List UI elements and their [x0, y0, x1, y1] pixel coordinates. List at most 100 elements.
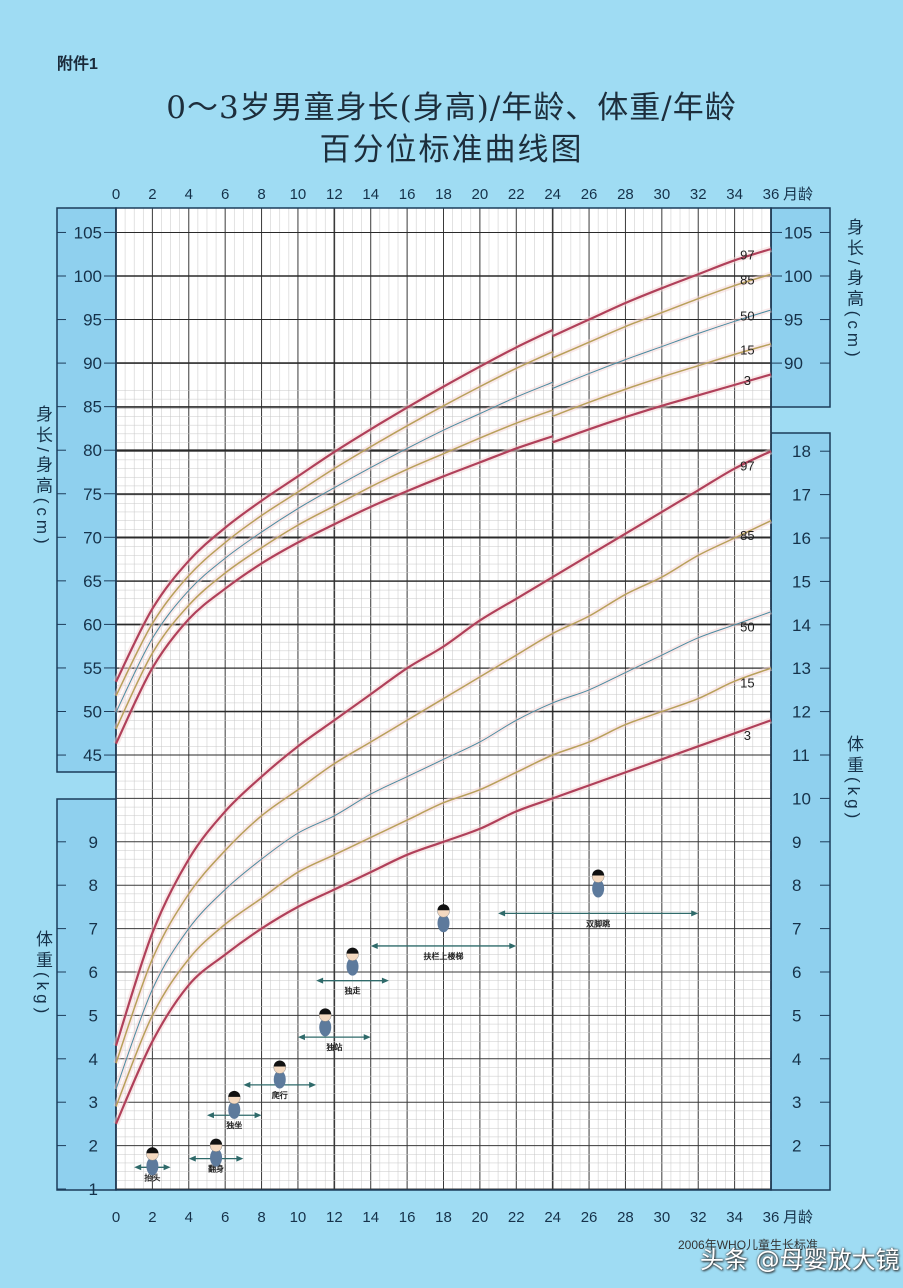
x-tick-bottom: 4 — [185, 1209, 193, 1226]
arrow-left-icon — [243, 1081, 251, 1088]
x-tick-bottom: 16 — [399, 1209, 416, 1226]
baby-figure-icon — [346, 947, 359, 976]
x-tick-bottom: 36 — [763, 1209, 780, 1226]
baby-figure-icon — [273, 1060, 286, 1089]
x-tick-bottom: 10 — [290, 1209, 307, 1226]
x-tick-bottom: 26 — [581, 1209, 598, 1226]
x-tick-top: 12 — [326, 186, 343, 203]
weight-tick-right: 10 — [792, 789, 811, 808]
weight-tick-right: 13 — [792, 659, 811, 678]
length-tick-left: 80 — [83, 441, 102, 460]
baby-figure-icon — [146, 1147, 159, 1176]
length-tick-right: 90 — [784, 354, 803, 373]
percentile-3-curve — [114, 719, 772, 1125]
x-tick-bottom: 30 — [653, 1209, 670, 1226]
percentile-label-15: 15 — [740, 342, 754, 357]
x-unit-bottom: 月龄 — [783, 1209, 813, 1226]
weight-tick-left: 3 — [89, 1093, 98, 1112]
milestone-label: 爬行 — [271, 1090, 288, 1100]
milestone-3: 爬行 — [243, 1060, 317, 1100]
length-tick-left: 60 — [83, 615, 102, 634]
length-tick-left: 100 — [74, 267, 102, 286]
x-tick-bottom: 18 — [435, 1209, 452, 1226]
weight-tick-left: 8 — [89, 876, 98, 895]
milestone-label: 扶栏上楼梯 — [424, 951, 464, 961]
baby-figure-icon — [209, 1138, 223, 1167]
arrow-right-icon — [363, 1034, 371, 1041]
weight-tick-right: 16 — [792, 529, 811, 548]
x-tick-top: 36 — [763, 186, 780, 203]
weight-tick-right: 7 — [792, 920, 801, 939]
weight-tick-right: 8 — [792, 876, 801, 895]
length-tick-right: 100 — [784, 267, 812, 286]
x-tick-bottom: 14 — [362, 1209, 379, 1226]
x-tick-top: 10 — [290, 186, 307, 203]
milestone-label: 抬头 — [144, 1172, 160, 1182]
x-tick-top: 20 — [472, 186, 489, 203]
percentile-label-3: 3 — [744, 728, 751, 743]
x-tick-bottom: 32 — [690, 1209, 707, 1226]
weight-tick-right: 14 — [792, 616, 811, 635]
weight-tick-right: 15 — [792, 572, 811, 591]
percentile-15-curve — [115, 667, 772, 1107]
chart-subtitle: 百分位标准曲线图 — [319, 132, 584, 168]
annex-label: 附件1 — [57, 56, 98, 73]
weight-axis-label-left: 体重(kg) — [33, 930, 52, 1018]
length-tick-right: 95 — [784, 311, 803, 330]
x-tick-top: 14 — [362, 186, 379, 203]
weight-tick-left: 7 — [89, 920, 98, 939]
length-tick-left: 65 — [83, 572, 102, 591]
weight-tick-right: 6 — [792, 963, 801, 982]
percentile-label-85: 85 — [740, 273, 754, 288]
arrow-left-icon — [316, 977, 324, 984]
milestone-label: 双脚跳 — [586, 918, 610, 928]
x-tick-bottom: 0 — [112, 1209, 120, 1226]
x-tick-top: 16 — [399, 186, 416, 203]
baby-figure-icon — [318, 1008, 332, 1037]
x-tick-top: 28 — [617, 186, 634, 203]
x-tick-top: 8 — [257, 186, 265, 203]
weight-tick-left: 2 — [89, 1137, 98, 1156]
x-tick-top: 18 — [435, 186, 452, 203]
baby-figure-icon — [228, 1090, 241, 1119]
arrow-left-icon — [134, 1164, 142, 1171]
milestone-label: 独站 — [325, 1042, 342, 1052]
arrow-left-icon — [297, 1034, 305, 1041]
weight-tick-right: 9 — [792, 833, 801, 852]
percentile-85-curve — [115, 519, 772, 1064]
x-tick-top: 34 — [726, 186, 743, 203]
length-tick-left: 70 — [83, 528, 102, 547]
length-panel-right — [770, 207, 831, 408]
x-tick-top: 32 — [690, 186, 707, 203]
x-tick-bottom: 12 — [326, 1209, 343, 1226]
weight-tick-left: 4 — [89, 1050, 98, 1069]
weight-tick-right: 3 — [792, 1093, 801, 1112]
milestone-2: 独坐 — [206, 1090, 262, 1130]
x-tick-bottom: 20 — [472, 1209, 489, 1226]
weight-tick-right: 2 — [792, 1137, 801, 1156]
percentile-label-97: 97 — [740, 459, 754, 474]
milestone-1: 翻身 — [188, 1138, 244, 1174]
length-tick-left: 95 — [83, 311, 102, 330]
milestone-label: 独坐 — [225, 1120, 242, 1130]
percentile-85-curve — [552, 273, 772, 359]
x-tick-bottom: 28 — [617, 1209, 634, 1226]
milestone-7: 双脚跳 — [498, 869, 699, 928]
arrow-right-icon — [163, 1164, 171, 1171]
x-tick-top: 22 — [508, 186, 525, 203]
percentile-label-97: 97 — [740, 247, 754, 262]
weight-axis-label-right: 体重(kg) — [844, 735, 863, 823]
x-tick-top: 2 — [148, 186, 156, 203]
watermark: 头条 @母婴放大镜 — [700, 1246, 900, 1274]
weight-tick-left: 9 — [89, 833, 98, 852]
x-tick-top: 6 — [221, 186, 229, 203]
length-tick-left: 55 — [83, 659, 102, 678]
weight-tick-left: 5 — [89, 1006, 98, 1025]
length-tick-left: 50 — [83, 703, 102, 722]
x-tick-bottom: 22 — [508, 1209, 525, 1226]
arrow-right-icon — [691, 910, 699, 917]
percentile-50-curve — [115, 611, 772, 1090]
weight-tick-right: 5 — [792, 1006, 801, 1025]
arrow-right-icon — [236, 1155, 244, 1162]
